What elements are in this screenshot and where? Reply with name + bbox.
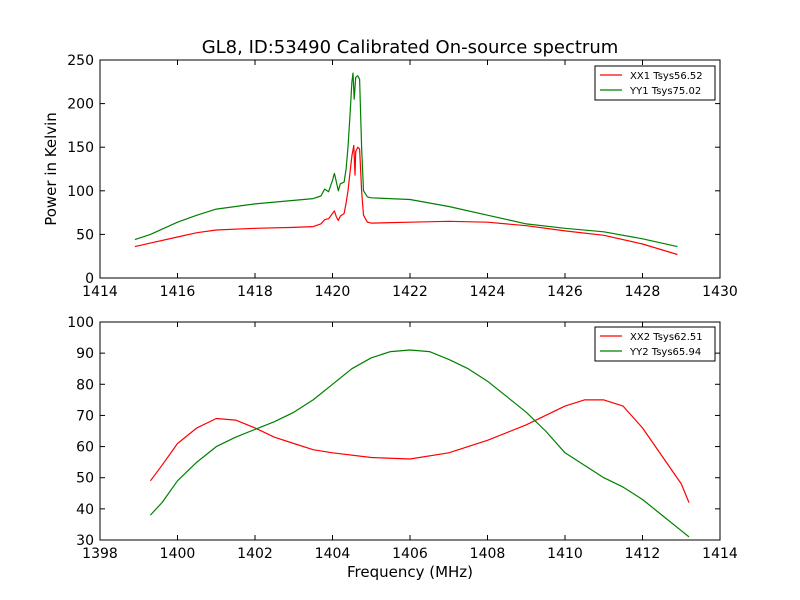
bottom-x-tick-label: 1408: [470, 546, 506, 562]
top-y-tick-label: 100: [67, 184, 94, 200]
bottom-x-tick-label: 1406: [392, 546, 428, 562]
top-legend-label-xx1: XX1 Tsys56.52: [630, 71, 703, 82]
top-x-tick-label: 1420: [315, 284, 351, 300]
top-y-tick-label: 250: [67, 53, 94, 69]
bottom-series-line-green: [149, 349, 690, 538]
top-y-axis-label: Power in Kelvin: [42, 112, 60, 226]
top-y-tick-label: 50: [76, 227, 94, 243]
bottom-x-tick-label: 1410: [547, 546, 583, 562]
bottom-y-tick-label: 80: [76, 377, 94, 393]
bottom-x-tick-label: 1404: [315, 546, 351, 562]
top-series-lines: [134, 72, 678, 256]
bottom-ticks: 1398 1400 1402 1404 1406 1408 1410 1412 1414 30 40…: [67, 315, 738, 562]
top-legend-label-yy1: YY1 Tsys75.02: [629, 86, 701, 97]
top-ticks: 1414 1416 1418 1420 1422 1424 1426 1428 1430 0 50 1…: [67, 53, 738, 300]
bottom-x-tick-label: 1402: [237, 546, 273, 562]
top-y-tick-label: 200: [67, 97, 94, 113]
top-legend: XX1 Tsys56.52 YY1 Tsys75.02: [594, 65, 716, 101]
bottom-series-line-red: [149, 399, 690, 503]
bottom-y-tick-label: 100: [67, 315, 94, 331]
top-series-line-red: [134, 144, 678, 256]
bottom-axes: 1398 1400 1402 1404 1406 1408 1410 1412 1414 30 40…: [67, 315, 738, 581]
bottom-legend-label-xx2: XX2 Tsys62.51: [630, 332, 703, 343]
bottom-y-tick-label: 40: [76, 502, 94, 518]
bottom-x-tick-label: 1398: [82, 546, 118, 562]
top-x-tick-label: 1422: [392, 284, 428, 300]
top-legend-box: [594, 65, 716, 101]
top-y-tick-label: 0: [85, 271, 94, 287]
bottom-legend-label-yy2: YY2 Tsys65.94: [629, 347, 701, 358]
bottom-y-tick-label: 50: [76, 471, 94, 487]
bottom-series-lines: [149, 349, 690, 538]
top-x-tick-label: 1424: [470, 284, 506, 300]
top-axes: 1414 1416 1418 1420 1422 1424 1426 1428 1430 0 50 1…: [42, 53, 738, 300]
top-x-tick-label: 1418: [237, 284, 273, 300]
top-x-tick-label: 1414: [82, 284, 118, 300]
bottom-y-tick-label: 30: [76, 533, 94, 549]
top-x-tick-label: 1426: [547, 284, 583, 300]
bottom-legend: XX2 Tsys62.51 YY2 Tsys65.94: [594, 326, 716, 362]
bottom-y-tick-label: 90: [76, 346, 94, 362]
bottom-x-tick-label: 1414: [702, 546, 738, 562]
top-x-tick-label: 1416: [160, 284, 196, 300]
top-x-tick-label: 1430: [702, 284, 738, 300]
top-x-tick-label: 1428: [625, 284, 661, 300]
bottom-x-tick-label: 1400: [160, 546, 196, 562]
top-y-tick-label: 150: [67, 140, 94, 156]
bottom-x-tick-label: 1412: [625, 546, 661, 562]
top-series-line-green: [134, 72, 678, 248]
bottom-x-axis-label: Frequency (MHz): [347, 563, 473, 581]
bottom-legend-box: [594, 326, 716, 362]
bottom-y-tick-label: 60: [76, 440, 94, 456]
bottom-y-tick-label: 70: [76, 408, 94, 424]
chart-title: GL8, ID:53490 Calibrated On-source spect…: [202, 37, 619, 58]
